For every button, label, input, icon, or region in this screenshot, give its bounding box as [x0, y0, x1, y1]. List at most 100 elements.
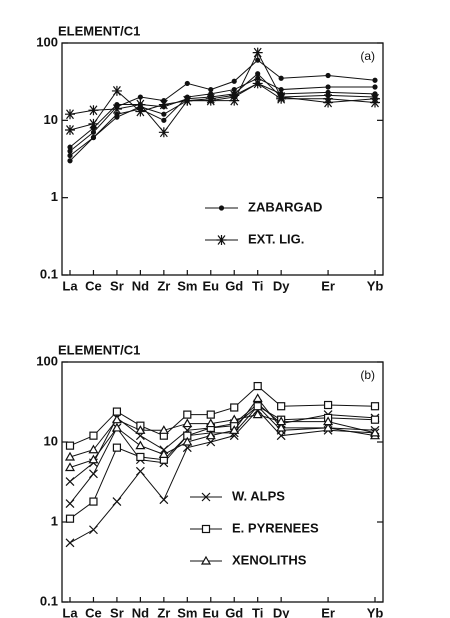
marker-square [89, 497, 98, 506]
marker-asterisk [276, 93, 287, 104]
y-tick-label: 0.1 [40, 266, 58, 281]
x-tick-label: La [62, 605, 78, 618]
marker-dot [114, 114, 120, 120]
x-tick-label: Eu [202, 605, 219, 618]
marker-triangle [369, 427, 381, 437]
sample-line [69, 414, 376, 458]
marker-asterisk [88, 118, 99, 129]
marker-square [136, 452, 145, 462]
marker-asterisk [229, 95, 240, 106]
marker-triangle [182, 436, 193, 446]
x-tick-label: Dy [273, 278, 290, 293]
marker-asterisk [158, 99, 169, 110]
x-tick-label: Nd [132, 605, 149, 618]
marker-triangle [205, 430, 216, 440]
sample-line [69, 409, 376, 544]
marker-dot [218, 205, 225, 211]
marker-triangle [88, 454, 99, 464]
marker-cross [65, 477, 75, 487]
marker-dot [255, 71, 261, 77]
marker-square [253, 381, 262, 391]
panel-label: (a) [360, 49, 375, 63]
y-tick-label: 10 [44, 112, 58, 127]
marker-cross [65, 499, 75, 508]
marker-square [370, 415, 380, 424]
y-tick-label: 1 [51, 513, 58, 528]
marker-cross [159, 495, 169, 505]
plot-frame [61, 361, 384, 603]
marker-asterisk [88, 105, 99, 116]
marker-triangle [158, 449, 169, 458]
x-tick-label: Sm [177, 278, 197, 293]
marker-dot [372, 84, 378, 90]
marker-asterisk [216, 235, 227, 245]
marker-dot [325, 84, 331, 90]
marker-dot [372, 77, 378, 83]
marker-dot [278, 75, 284, 81]
marker-triangle [276, 416, 287, 426]
marker-dot [231, 78, 237, 84]
sample-line [69, 73, 376, 148]
x-tick-label: Dy [273, 605, 290, 618]
x-tick-label: Ce [85, 278, 102, 293]
sample-line [69, 405, 376, 504]
x-tick-label: Ti [252, 278, 263, 293]
x-tick-label: Sr [110, 605, 124, 618]
marker-triangle [88, 444, 99, 454]
y-axis-title: ELEMENT/C1 [58, 23, 140, 38]
x-tick-label: Er [321, 278, 335, 293]
marker-square [183, 410, 192, 419]
marker-square [277, 402, 286, 411]
marker-dot [137, 94, 143, 100]
sample-line [69, 51, 376, 131]
marker-asterisk [205, 93, 216, 104]
marker-dot [67, 144, 73, 150]
marker-dot [161, 117, 167, 123]
marker-asterisk [252, 47, 263, 58]
marker-square [206, 410, 215, 419]
plot-frame [61, 42, 384, 276]
legend-label: ZABARGAD [248, 199, 322, 214]
marker-square [65, 514, 75, 523]
marker-dot [90, 134, 97, 141]
marker-cross [135, 466, 145, 476]
marker-dot [325, 72, 331, 79]
marker-asterisk [135, 106, 146, 117]
marker-square [253, 402, 262, 411]
marker-square [65, 441, 75, 450]
marker-asterisk [323, 93, 334, 104]
marker-triangle [158, 425, 169, 434]
marker-dot [278, 86, 284, 93]
marker-triangle [229, 414, 240, 424]
x-tick-label: Ti [252, 605, 263, 618]
x-tick-label: Zr [157, 278, 170, 293]
marker-cross [89, 525, 98, 535]
marker-triangle [205, 418, 216, 428]
x-tick-label: Gd [225, 605, 243, 618]
marker-triangle [135, 440, 146, 450]
x-tick-label: Yb [367, 605, 384, 618]
x-tick-label: Ce [85, 605, 102, 618]
legend-label: E. PYRENEES [232, 520, 319, 535]
marker-triangle [276, 422, 287, 432]
y-tick-label: 0.1 [40, 593, 58, 608]
marker-asterisk [135, 99, 146, 110]
x-tick-label: Nd [132, 278, 149, 293]
x-tick-label: Zr [157, 605, 170, 618]
y-tick-label: 10 [44, 433, 58, 448]
marker-square [230, 403, 239, 412]
marker-dot [67, 152, 73, 159]
marker-asterisk [65, 109, 75, 120]
marker-triangle [135, 425, 146, 434]
marker-triangle [64, 462, 76, 472]
marker-triangle [323, 422, 334, 432]
marker-cross [112, 497, 122, 507]
marker-asterisk [370, 97, 380, 108]
x-tick-label: Gd [225, 278, 243, 293]
marker-triangle [323, 416, 334, 426]
marker-asterisk [111, 104, 122, 115]
sample-line [69, 59, 376, 152]
marker-triangle [252, 409, 263, 419]
panel-label: (b) [360, 368, 375, 382]
